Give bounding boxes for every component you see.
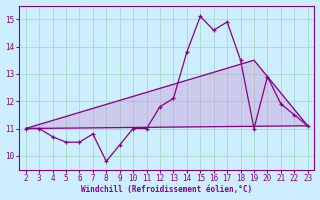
Polygon shape xyxy=(26,60,308,129)
X-axis label: Windchill (Refroidissement éolien,°C): Windchill (Refroidissement éolien,°C) xyxy=(81,185,252,194)
